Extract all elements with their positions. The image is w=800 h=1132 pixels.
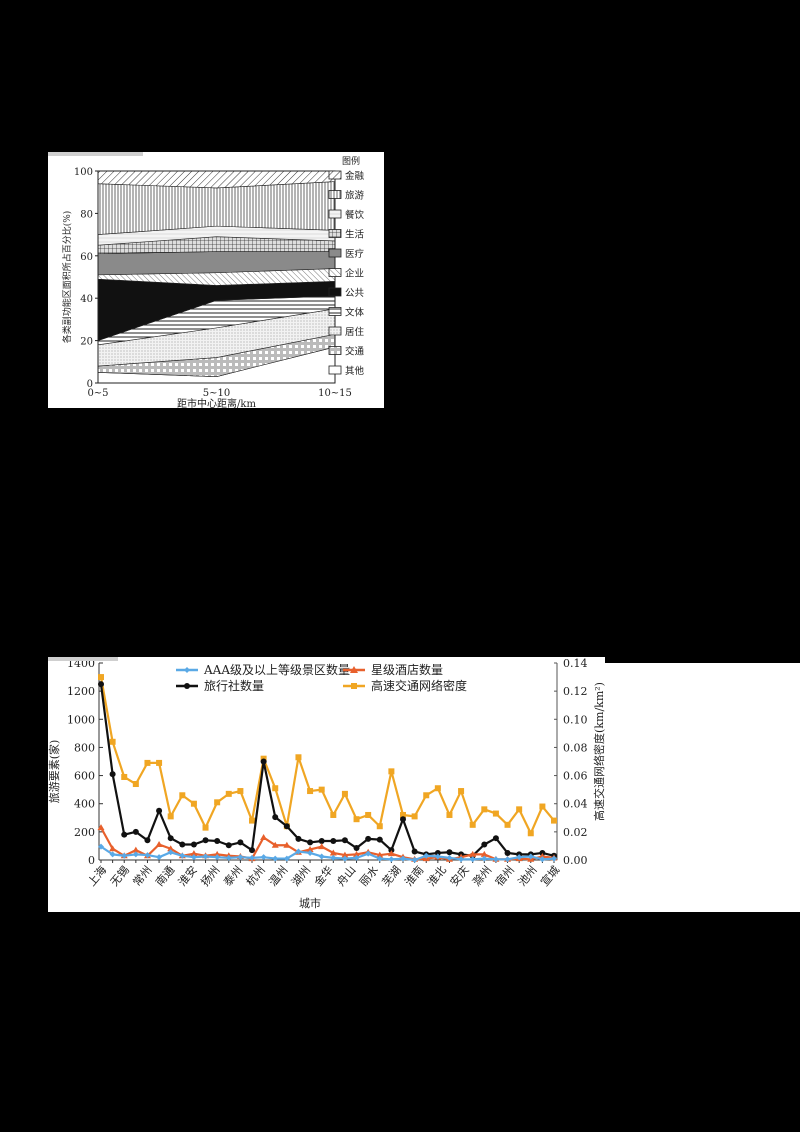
y-right-tick-label: 0.04 (563, 798, 588, 811)
legend-label: 旅游 (345, 190, 365, 202)
stacked-area-chart-panel: 0 20 40 60 80 100 0~5 5~10 10~15 距市中心距离/km 各类副功能区面… (48, 152, 384, 410)
x-tick-label: 常州 (130, 864, 154, 889)
legend-label: 金融 (345, 170, 365, 182)
legend-swatch (328, 326, 342, 336)
stacked-area-chart: 0 20 40 60 80 100 0~5 5~10 10~15 距市中心距离/km 各类副功能区面… (61, 155, 365, 410)
x-tick-label: 5~10 (203, 388, 230, 399)
x-tick-label: 扬州 (198, 863, 223, 889)
y-tick-label: 600 (74, 770, 95, 783)
line-chart: 02004006008001000120014000.000.020.040.0… (47, 657, 606, 910)
y-right-tick-label: 0.06 (563, 770, 588, 783)
legend-label: 文体 (345, 307, 365, 319)
y-tick-label: 0 (87, 379, 93, 390)
legend-label: 交通 (345, 346, 365, 358)
x-tick-label: 宿州 (492, 863, 517, 889)
x-tick-label: 芜湖 (379, 863, 404, 889)
x-axis-label: 城市 (299, 896, 321, 910)
line-chart-panel: 0 200 400 600 800 1000 1200 1400 0.00 0.02 0.04 0.0… (47, 657, 800, 912)
y-tick-label: 1200 (67, 685, 95, 698)
y-tick-label: 60 (80, 252, 93, 263)
x-tick-label: 淮南 (402, 864, 426, 889)
axes: 0 20 40 60 80 100 0~5 5~10 10~15 距市中心距离/km 各类副功能区面… (61, 167, 352, 410)
x-tick-label: 宣城 (537, 863, 562, 889)
legend-label: 企业 (345, 268, 364, 280)
series-line (99, 676, 555, 835)
x-tick-label: 丽水 (357, 864, 381, 889)
legend-label: AAA级及以上等级景区数量 (203, 662, 350, 677)
legend-swatch (328, 307, 342, 316)
y-tick-label: 20 (80, 337, 93, 348)
y-tick-label: 200 (74, 826, 95, 839)
y-axis-label: 各类副功能区面积所占百分比(%) (61, 211, 73, 344)
legend-label: 旅行社数量 (204, 678, 264, 693)
y-right-tick-label: 0.12 (563, 685, 588, 698)
x-tick-label: 无锡 (107, 863, 132, 889)
x-tick-label: 安庆 (447, 863, 472, 889)
legend-label: 生活 (345, 229, 365, 241)
x-tick-label: 泰州 (220, 863, 245, 889)
y-right-tick-label: 0.02 (563, 826, 588, 839)
y-tick-label: 1000 (67, 713, 95, 726)
x-axis-label: 距市中心距离/km (177, 397, 256, 408)
x-tick-label: 0~5 (87, 388, 108, 399)
legend-swatch (328, 248, 342, 258)
obscured-caption (48, 152, 143, 156)
obscured-caption (48, 657, 118, 661)
legend-label: 公共 (345, 288, 365, 299)
series-line (99, 683, 555, 857)
legend-swatch (328, 268, 342, 277)
y-tick-label: 40 (80, 294, 93, 305)
x-tick-label: 舟山 (334, 863, 359, 889)
series-line (100, 845, 555, 862)
legend-swatch (328, 229, 342, 238)
x-tick-label: 杭州 (243, 863, 268, 889)
x-tick-label: 金华 (311, 863, 336, 889)
x-tick-label: 湖州 (289, 864, 313, 889)
y-tick-label: 80 (80, 209, 93, 220)
x-tick-label: 南通 (153, 864, 177, 889)
x-tick-label: 10~15 (318, 388, 352, 399)
y-right-tick-label: 0.00 (563, 854, 588, 867)
legend-swatch (328, 346, 342, 355)
y-tick-label: 0 (88, 854, 95, 867)
legend-swatch (328, 209, 342, 219)
legend-title: 图例 (342, 155, 360, 167)
x-tick-label: 池州 (516, 864, 540, 889)
x-tick-label: 滁州 (469, 863, 494, 889)
legend-swatch (328, 170, 342, 180)
x-tick-label: 淮安 (175, 863, 200, 889)
x-tick-label: 淮北 (425, 864, 449, 889)
legend-label: 餐饮 (345, 209, 365, 221)
legend-swatch (328, 287, 342, 297)
stacked-areas (97, 170, 336, 384)
y-tick-label: 400 (74, 798, 95, 811)
black-margin (605, 657, 800, 663)
legend-label: 医疗 (345, 248, 365, 260)
y-right-axis-label: 高速交通网络密度(km/km²) (592, 682, 606, 821)
x-tick-label: 温州 (266, 864, 290, 889)
y-axis-label: 旅游要素(家) (48, 740, 61, 804)
legend-label: 星级酒店数量 (371, 662, 443, 677)
legend-swatch (328, 365, 342, 375)
y-tick-label: 800 (74, 741, 95, 754)
series-lines (97, 674, 558, 863)
axes: 02004006008001000120014000.000.020.040.0… (47, 657, 606, 910)
y-right-tick-label: 0.10 (563, 713, 588, 726)
y-tick-label: 100 (74, 167, 93, 178)
y-right-tick-label: 0.08 (563, 741, 588, 754)
legend-label: 居住 (345, 326, 365, 338)
legend-label: 其他 (345, 365, 365, 377)
series-line (100, 827, 555, 861)
legend-label: 高速交通网络密度 (371, 678, 467, 693)
legend-swatch (328, 190, 342, 199)
y-right-tick-label: 0.14 (563, 657, 588, 670)
